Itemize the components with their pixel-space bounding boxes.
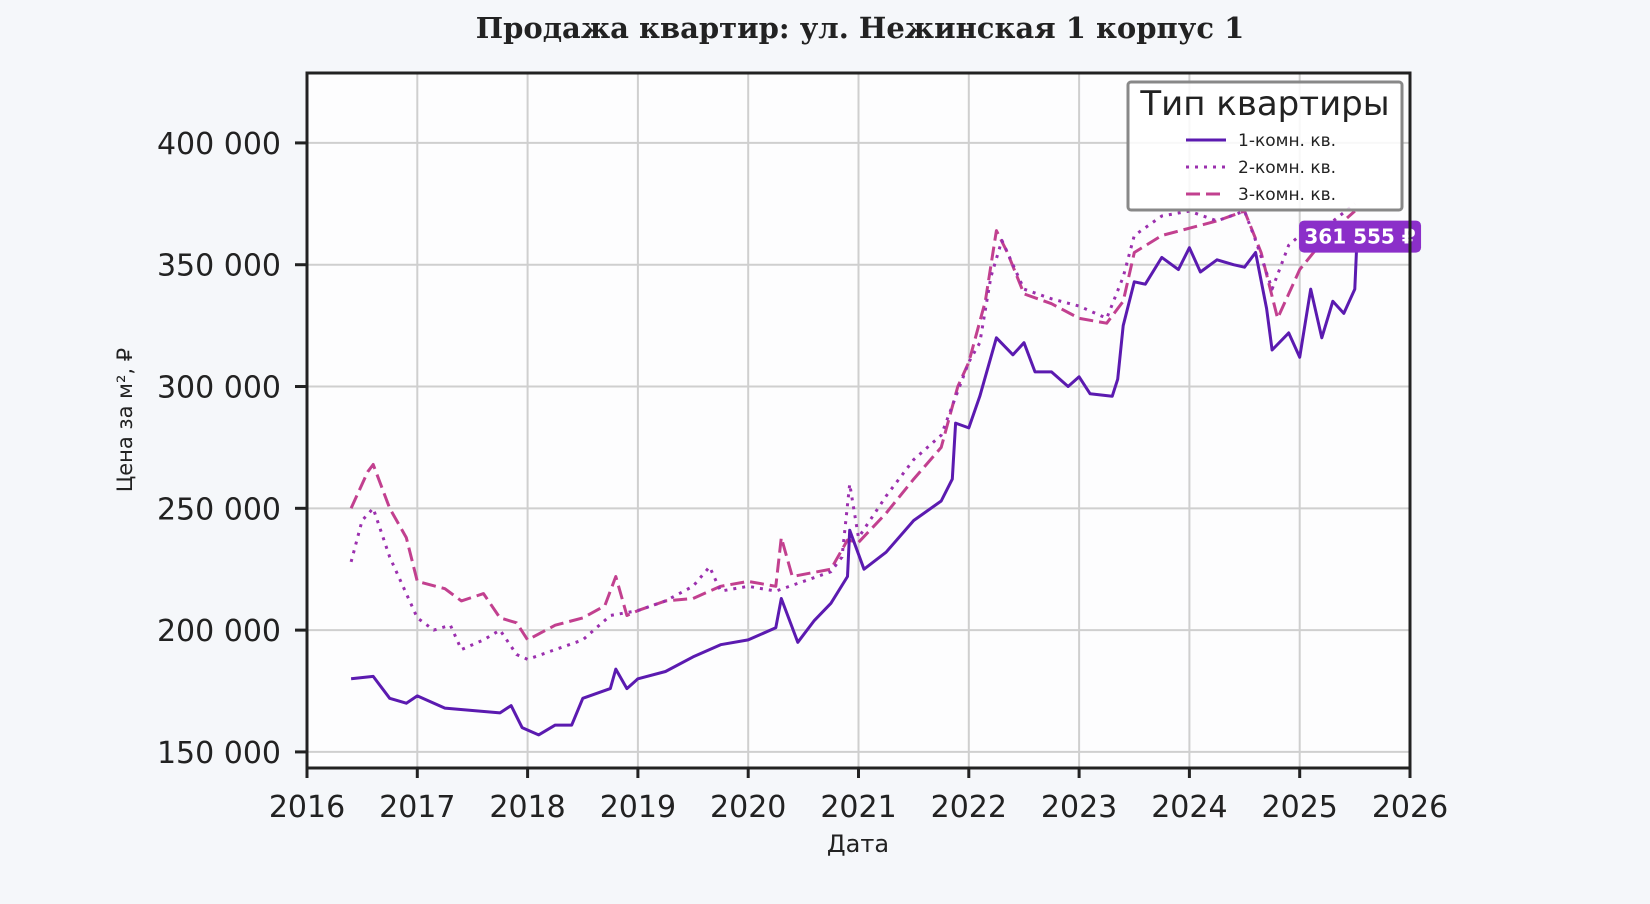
y-tick-label: 200 000 [157,614,281,649]
x-tick-label: 2020 [710,790,786,825]
value-badge [1299,220,1422,253]
y-tick-label: 250 000 [157,492,281,527]
y-axis-label: Цена за м², ₽ [113,348,137,492]
value-label: 361 555 ₽ [1304,225,1415,249]
x-tick-label: 2026 [1372,790,1448,825]
x-tick-label: 2016 [269,790,345,825]
lines: 361 555 ₽ [349,202,1422,737]
legend-label: 2-комн. кв. [1238,158,1336,178]
chart-title: Продажа квартир: ул. Нежинская 1 корпус … [476,11,1245,45]
x-tick-label: 2025 [1262,790,1338,825]
x-tick-label: 2017 [379,790,455,825]
series-line [350,236,1359,737]
legend-box [1126,80,1404,212]
x-axis-label: Дата [827,830,889,858]
legend-label: 3-комн. кв. [1238,185,1336,205]
legend-title: Тип квартиры [1139,84,1389,124]
x-tick-label: 2023 [1041,790,1117,825]
y-tick-label: 300 000 [157,371,281,406]
x-tick-label: 2021 [820,790,896,825]
grid: 2016 2017 2018 2019 2020 2021 2022 2023 2024 2025… [157,73,1448,825]
x-tick-label: 2022 [931,790,1007,825]
y-tick-label: 400 000 [157,127,281,162]
y-tick-label: 350 000 [157,249,281,284]
y-tick-label: 150 000 [157,736,281,771]
series-line [349,202,1356,661]
legend-label: 1-комн. кв. [1238,131,1336,151]
series-line [349,209,1356,642]
x-tick-label: 2018 [489,790,565,825]
x-tick-label: 2024 [1151,790,1227,825]
plot-frame [305,71,1412,770]
x-tick-label: 2019 [600,790,676,825]
legend: Тип квартиры 1-комн. кв. 2-комн. кв. 3-комн… [1126,80,1404,212]
